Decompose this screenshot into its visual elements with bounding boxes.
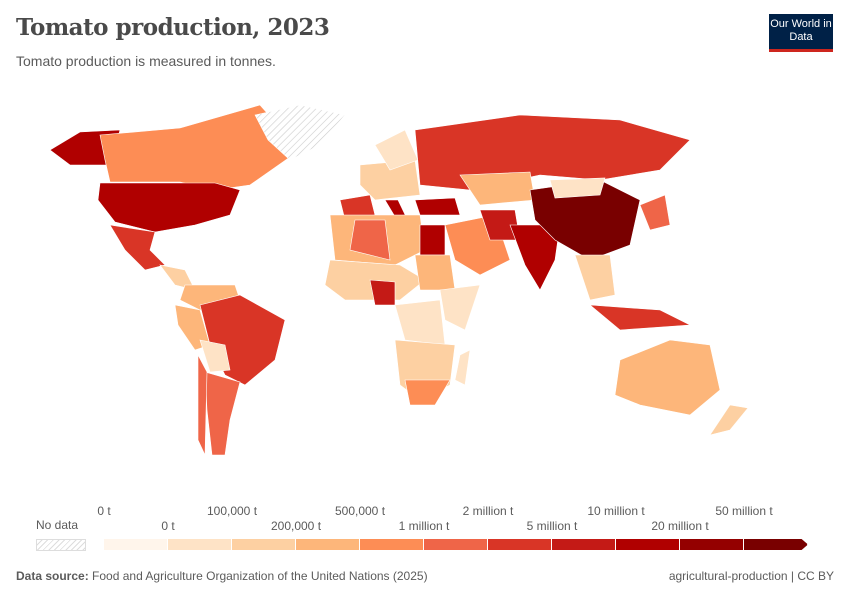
region-kazakhstan xyxy=(459,171,536,206)
legend-label-bottom: 5 million t xyxy=(526,519,578,533)
region-china xyxy=(529,179,641,261)
region-greenland xyxy=(254,104,346,161)
region-algeria xyxy=(349,219,391,261)
legend-bin[interactable] xyxy=(104,539,168,550)
region-nigeria xyxy=(369,279,396,306)
legend-bin[interactable] xyxy=(488,539,552,550)
legend-label-bottom: 0 t xyxy=(161,519,175,533)
legend-bin[interactable] xyxy=(616,539,680,550)
region-chile xyxy=(197,354,208,456)
region-south-africa xyxy=(404,379,451,406)
legend-bin[interactable] xyxy=(296,539,360,550)
data-source-label: Data source: xyxy=(16,569,89,583)
legend-color-bar xyxy=(104,539,814,550)
region-madagascar xyxy=(454,349,471,386)
legend-bin[interactable] xyxy=(552,539,616,550)
region-canada xyxy=(99,104,301,191)
legend-bin[interactable] xyxy=(424,539,488,550)
data-source-text: Food and Agriculture Organization of the… xyxy=(92,569,428,583)
region-bolivia xyxy=(199,339,231,373)
owid-logo[interactable]: Our World in Data xyxy=(769,14,833,52)
legend-label-top: 10 million t xyxy=(587,504,645,518)
world-map xyxy=(49,104,749,456)
region-new-zealand xyxy=(709,404,749,436)
region-mexico xyxy=(109,224,166,271)
region-korea-japan xyxy=(639,194,671,231)
region-indonesia xyxy=(589,304,692,331)
legend-bin[interactable] xyxy=(232,539,296,550)
legend-label-bottom: 200,000 t xyxy=(270,519,322,533)
legend-label-top: 2 million t xyxy=(462,504,514,518)
chart-subtitle: Tomato production is measured in tonnes. xyxy=(16,53,276,69)
legend-bin[interactable] xyxy=(360,539,424,550)
legend-label-top: 100,000 t xyxy=(206,504,258,518)
legend-label-bottom: 20 million t xyxy=(651,519,709,533)
legend-no-data-swatch xyxy=(36,539,86,551)
region-argentina xyxy=(204,371,241,456)
region-sahel xyxy=(324,259,426,301)
region-mongolia xyxy=(549,177,606,199)
legend-label-top: 0 t xyxy=(97,504,111,518)
region-southeast-asia xyxy=(574,254,616,301)
region-russia xyxy=(414,114,691,191)
region-australia xyxy=(614,339,721,416)
region-sudan xyxy=(414,254,456,291)
chart-title: Tomato production, 2023 xyxy=(16,14,330,41)
data-source: Data source: Food and Agriculture Organi… xyxy=(16,569,428,583)
region-turkey xyxy=(414,197,461,216)
region-central-africa xyxy=(394,299,446,346)
legend-bin[interactable] xyxy=(168,539,232,550)
legend-bin[interactable] xyxy=(744,539,808,550)
legend-label-top: 500,000 t xyxy=(334,504,386,518)
region-egypt xyxy=(419,224,446,256)
legend-label-top: 50 million t xyxy=(715,504,773,518)
region-east-africa xyxy=(439,284,481,331)
legend-no-data-label: No data xyxy=(36,518,79,532)
region-usa xyxy=(97,182,241,233)
legend-label-bottom: 1 million t xyxy=(398,519,450,533)
legend-bin[interactable] xyxy=(680,539,744,550)
license-link[interactable]: agricultural-production | CC BY xyxy=(668,569,834,583)
